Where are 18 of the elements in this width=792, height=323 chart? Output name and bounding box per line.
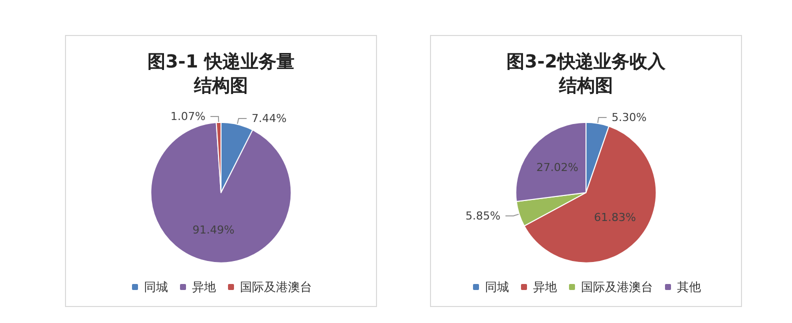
legend-label: 国际及港澳台	[240, 280, 312, 294]
data-label: 27.02%	[536, 160, 578, 174]
data-label: 5.85%	[465, 209, 500, 222]
legend-label: 国际及港澳台	[581, 280, 653, 294]
chart-title: 图3-1 快递业务量	[148, 52, 294, 72]
legend-label: 异地	[192, 280, 216, 294]
chart-subtitle: 结构图	[558, 76, 613, 96]
data-label: 61.83%	[594, 210, 636, 224]
data-label: 1.07%	[170, 110, 206, 123]
legend-label: 同城	[485, 280, 509, 294]
legend-label: 异地	[533, 280, 557, 294]
chart-title: 图3-2快递业务收入	[506, 52, 666, 72]
chart-subtitle: 结构图	[193, 76, 248, 96]
data-label: 91.49%	[192, 223, 234, 236]
data-label: 5.30%	[612, 110, 647, 124]
legend-label: 同城	[144, 280, 168, 294]
legend-label: 其他	[677, 280, 701, 294]
data-label: 7.44%	[252, 112, 287, 125]
